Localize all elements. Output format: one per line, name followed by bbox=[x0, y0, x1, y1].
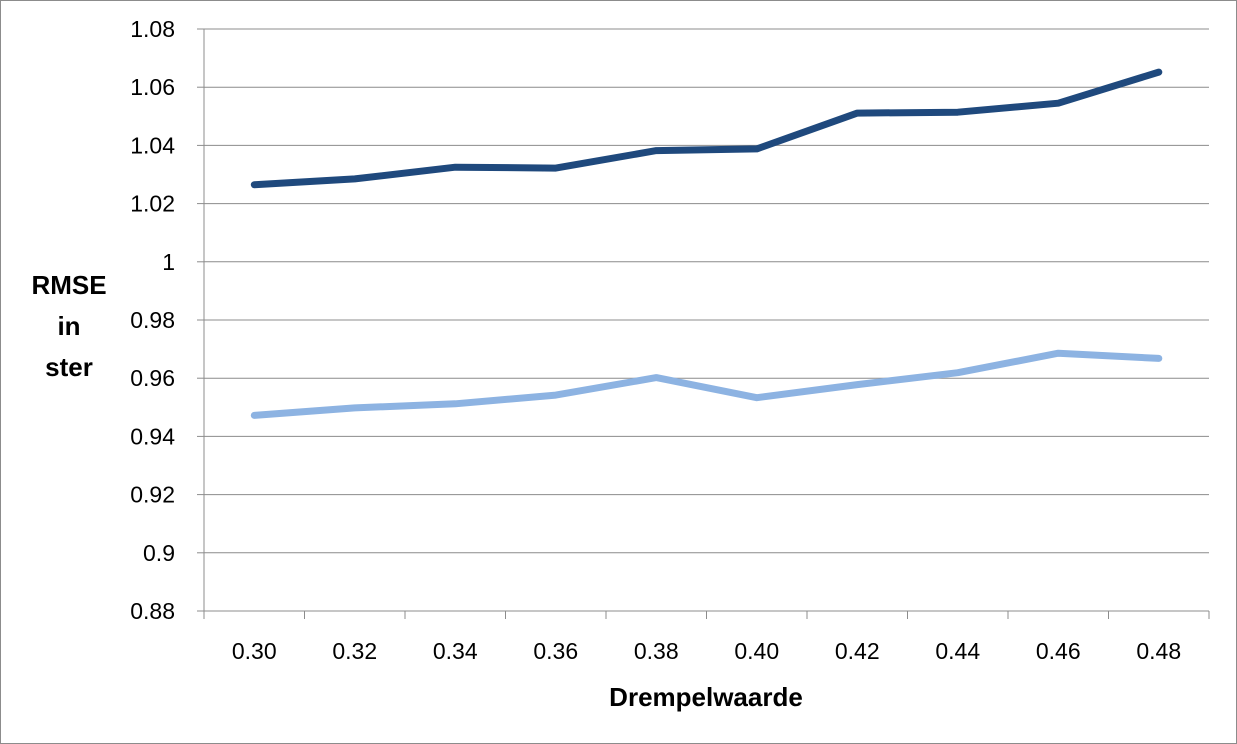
y-axis-title-line: ster bbox=[45, 352, 93, 382]
x-tick-label: 0.38 bbox=[634, 638, 679, 664]
series-line-1 bbox=[250, 68, 1163, 189]
y-tick-label: 1.02 bbox=[130, 191, 175, 217]
series-lines bbox=[250, 68, 1163, 419]
y-axis-title: RMSE in ster bbox=[31, 270, 106, 382]
y-tick-label: 1 bbox=[162, 249, 175, 275]
y-tick-label: 0.98 bbox=[130, 307, 175, 333]
y-tick-label: 0.88 bbox=[130, 598, 175, 624]
y-axis-title-line: in bbox=[57, 311, 80, 341]
gridlines bbox=[204, 28, 1209, 554]
y-tick-label: 0.9 bbox=[143, 540, 175, 566]
y-tick-labels: 0.88 0.9 0.92 0.94 0.96 0.98 1 1.02 1.04 1.06 1.08 bbox=[130, 16, 175, 624]
y-tick-label: 0.92 bbox=[130, 482, 175, 508]
series-line-2 bbox=[250, 349, 1163, 419]
axes bbox=[197, 28, 1210, 619]
y-tick-label: 1.08 bbox=[130, 16, 175, 42]
y-tick-label: 0.94 bbox=[130, 423, 175, 449]
x-tick-label: 0.42 bbox=[835, 638, 880, 664]
x-tick-label: 0.30 bbox=[232, 638, 277, 664]
x-tick-label: 0.32 bbox=[332, 638, 377, 664]
y-axis-title-line: RMSE bbox=[31, 270, 106, 300]
y-tick-label: 1.06 bbox=[130, 74, 175, 100]
x-tick-label: 0.36 bbox=[533, 638, 578, 664]
x-tick-label: 0.44 bbox=[935, 638, 980, 664]
x-tick-label: 0.40 bbox=[734, 638, 779, 664]
y-tick-label: 0.96 bbox=[130, 365, 175, 391]
x-axis-title: Drempelwaarde bbox=[609, 682, 803, 712]
x-tick-label: 0.46 bbox=[1036, 638, 1081, 664]
x-tick-label: 0.48 bbox=[1136, 638, 1181, 664]
x-tick-labels: 0.30 0.32 0.34 0.36 0.38 0.40 0.42 0.44 0.46 0.48 bbox=[232, 638, 1181, 664]
y-tick-label: 1.04 bbox=[130, 132, 175, 158]
x-tick-label: 0.34 bbox=[433, 638, 478, 664]
